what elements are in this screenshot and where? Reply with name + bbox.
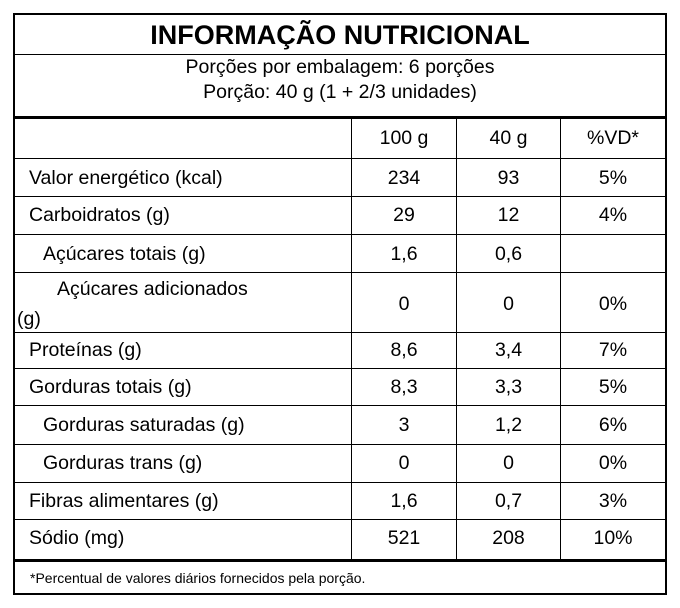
nutrient-dv: 0% [598, 452, 628, 474]
nutrient-name: Valor energético (kcal) [29, 167, 223, 189]
nutrient-per-100g: 3 [398, 414, 410, 436]
servings-per-package: Porções por embalagem: 6 porções [185, 56, 495, 78]
row-divider [15, 158, 665, 159]
row-divider [15, 234, 665, 235]
col-header-portion: 40 g [489, 127, 528, 149]
row-divider [15, 196, 665, 197]
row-divider [15, 444, 665, 445]
nutrient-name: Proteínas (g) [29, 339, 142, 361]
row-divider [15, 519, 665, 520]
nutrient-name: Sódio (mg) [29, 527, 125, 549]
nutrient-dv: 7% [598, 339, 628, 361]
row-divider [15, 405, 665, 406]
nutrient-dv: 0% [598, 293, 628, 315]
nutrient-per-100g: 234 [387, 167, 421, 189]
nutrient-name: Fibras alimentares (g) [29, 490, 219, 512]
nutrient-per-100g: 1,6 [390, 243, 418, 265]
nutrient-name-line-1: Açúcares adicionados [57, 278, 248, 300]
nutrient-per-100g: 29 [393, 204, 415, 226]
nutrient-name: Carboidratos (g) [29, 204, 170, 226]
col-header-100g: 100 g [379, 127, 429, 149]
nutrient-dv: 6% [598, 414, 628, 436]
nutrient-per-100g: 0 [398, 293, 410, 315]
nutrient-name: Gorduras totais (g) [29, 376, 192, 398]
nutrient-dv: 10% [593, 527, 633, 549]
row-divider [15, 368, 665, 369]
nutrient-dv: 5% [598, 167, 628, 189]
column-divider [560, 119, 561, 559]
nutrient-dv: 5% [598, 376, 628, 398]
nutrient-per-portion: 3,3 [494, 376, 523, 398]
title-divider [15, 54, 665, 55]
nutrient-name: Açúcares totais (g) [43, 243, 206, 265]
row-divider [15, 332, 665, 333]
nutrient-per-portion: 93 [497, 167, 520, 189]
thick-divider [15, 116, 665, 119]
nutrient-per-portion: 1,2 [494, 414, 523, 436]
nutrient-per-100g: 8,3 [390, 376, 418, 398]
label-title: INFORMAÇÃO NUTRICIONAL [150, 20, 530, 50]
nutrient-per-portion: 0 [503, 293, 514, 315]
nutrient-per-portion: 0 [503, 452, 514, 474]
nutrient-per-100g: 8,6 [390, 339, 418, 361]
thick-divider [15, 559, 665, 562]
nutrient-per-portion: 3,4 [494, 339, 523, 361]
nutrient-per-portion: 0,6 [494, 243, 523, 265]
nutrition-facts-label: INFORMAÇÃO NUTRICIONAL Porções por embal… [13, 13, 667, 595]
nutrient-per-portion: 208 [492, 527, 525, 549]
nutrient-dv: 3% [598, 490, 628, 512]
nutrient-per-100g: 0 [398, 452, 410, 474]
column-divider [456, 119, 457, 559]
nutrient-per-100g: 1,6 [390, 490, 418, 512]
nutrient-name: Gorduras trans (g) [43, 452, 203, 474]
row-divider [15, 482, 665, 483]
nutrient-per-portion: 0,7 [494, 490, 523, 512]
column-divider [351, 119, 352, 559]
serving-size: Porção: 40 g (1 + 2/3 unidades) [203, 81, 477, 103]
col-header-dv: %VD* [586, 127, 640, 149]
nutrient-dv: 4% [598, 204, 628, 226]
nutrient-per-100g: 521 [387, 527, 421, 549]
nutrient-name: Gorduras saturadas (g) [43, 414, 245, 436]
row-divider [15, 272, 665, 273]
nutrient-name-line-2: (g) [17, 308, 41, 330]
nutrient-per-portion: 12 [497, 204, 520, 226]
footnote: *Percentual de valores diários fornecido… [30, 570, 366, 586]
